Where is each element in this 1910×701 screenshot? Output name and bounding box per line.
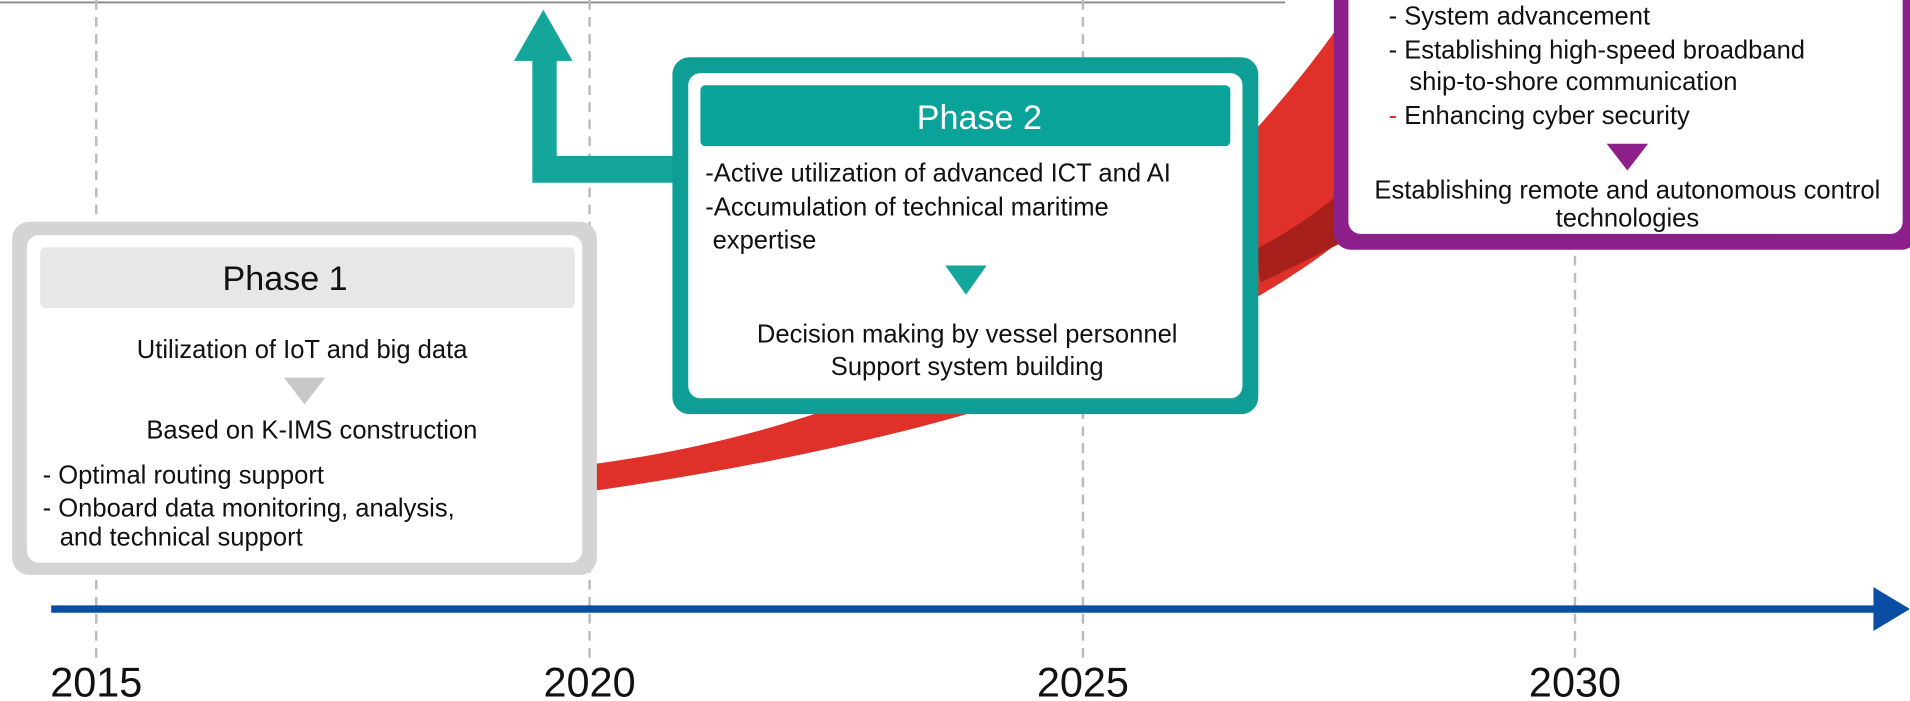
phase2-header (700, 85, 1231, 147)
bullet-text: Enhancing cyber security (1397, 102, 1690, 130)
phase-title: Phase 1 (223, 260, 348, 298)
phase-text: Utilization of IoT and big data (137, 336, 468, 364)
phase-text: Decision making by vessel personnel (757, 320, 1178, 348)
year-label: 2015 (50, 660, 142, 701)
year-label: 2025 (1037, 660, 1129, 701)
phase-text: ship-to-shore communication (1409, 68, 1737, 96)
down-triangle (283, 377, 326, 405)
phase2-box (688, 73, 1243, 399)
phase-text: Establishing remote and autonomous contr… (1374, 177, 1880, 205)
year-label: 2020 (544, 660, 636, 701)
phase-text: technologies (1556, 205, 1700, 233)
phase-title: Phase 2 (917, 99, 1042, 137)
phase-text: and technical support (60, 524, 303, 552)
teal-arrow (514, 9, 677, 183)
phase-text: -Active utilization of advanced ICT and … (705, 159, 1171, 187)
phase-text: Support system building (831, 353, 1104, 381)
down-triangle (945, 265, 987, 295)
phase-text: expertise (713, 226, 817, 254)
phase-text: - Onboard data monitoring, analysis, (43, 494, 455, 522)
down-triangle (1606, 143, 1649, 171)
phase3-box (1348, 0, 1903, 234)
phase1-header (40, 247, 575, 309)
phase-text: - Enhancing cyber security (1389, 102, 1690, 130)
phase-text: -Accumulation of technical maritime (705, 194, 1108, 222)
phase-text: - Optimal routing support (43, 462, 324, 490)
phase-text: - System advancement (1389, 2, 1650, 30)
axis-arrow (1873, 587, 1910, 631)
year-label: 2030 (1529, 660, 1621, 701)
phase-text: - Establishing high-speed broadband (1389, 36, 1805, 64)
bullet-marker: - (1389, 102, 1398, 130)
growth-curve-shadow (1254, 182, 1353, 283)
phase-text: Based on K-IMS construction (146, 417, 477, 445)
